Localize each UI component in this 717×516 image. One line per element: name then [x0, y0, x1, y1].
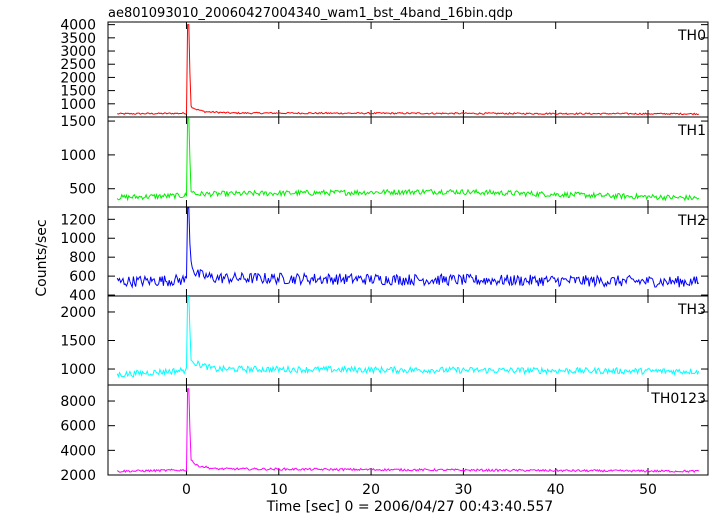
- series-line-th0123: [116, 388, 700, 474]
- x-tick-label: 20: [362, 482, 380, 498]
- x-tick-label: 50: [639, 482, 657, 498]
- series-line-th3: [116, 296, 700, 378]
- y-tick-label: 6000: [60, 419, 96, 435]
- y-tick-label: 500: [69, 182, 96, 198]
- panel-frame: [107, 21, 709, 118]
- x-axis: 0 10 20 30 40 50: [182, 482, 657, 498]
- y-tick-label: 1500: [60, 114, 96, 130]
- y-tick-label: 2000: [60, 468, 96, 484]
- panel-label: TH0: [677, 28, 706, 44]
- y-axis-label: Counts/sec: [34, 219, 50, 296]
- y-tick-label: 4000: [60, 443, 96, 459]
- panel-th3: 1000 1500 2000 TH3: [60, 295, 709, 386]
- y-tick-label: 600: [69, 269, 96, 285]
- panel-th0123: 2000 4000 6000 8000 TH0123: [60, 384, 709, 484]
- x-axis-label: Time [sec] 0 = 2006/04/27 00:43:40.557: [266, 499, 553, 515]
- series-line-th0: [117, 24, 699, 116]
- y-tick-label: 800: [69, 250, 96, 266]
- y-tick-label: 1000: [60, 97, 96, 113]
- y-tick-label: 1500: [60, 84, 96, 100]
- y-tick-label: 2500: [60, 57, 96, 73]
- panels: 1000150020002500300035004000TH0500100015…: [60, 18, 709, 484]
- series-line-th1: [116, 117, 700, 202]
- y-tick-label: 8000: [60, 394, 96, 410]
- y-tick-label: 4000: [60, 18, 96, 34]
- y-tick-label: 400: [69, 288, 96, 304]
- panel-label: TH1: [677, 123, 706, 139]
- y-tick-label: 3000: [60, 44, 96, 60]
- panel-label: TH0123: [650, 391, 706, 407]
- y-tick-label: 1000: [60, 148, 96, 164]
- panel-th2: 400 600 800 1000 1200 TH2: [60, 206, 709, 304]
- y-tick-label: 3500: [60, 31, 96, 47]
- y-tick-label: 1000: [60, 362, 96, 378]
- series-line-th2: [116, 207, 699, 289]
- x-tick-label: 0: [182, 482, 191, 498]
- y-tick-label: 2000: [60, 70, 96, 86]
- y-tick-label: 1500: [60, 334, 96, 350]
- panel-label: TH2: [677, 213, 706, 229]
- panel-label: TH3: [677, 302, 706, 318]
- x-tick-label: 30: [454, 482, 472, 498]
- y-tick-label: 1200: [60, 212, 96, 228]
- y-tick-label: 1000: [60, 231, 96, 247]
- x-tick-label: 40: [547, 482, 565, 498]
- x-tick-label: 10: [270, 482, 288, 498]
- y-tick-label: 2000: [60, 305, 96, 321]
- chart-title: ae801093010_20060427004340_wam1_bst_4ban…: [108, 6, 513, 21]
- panel-frame: [107, 384, 709, 476]
- panel-th1: 500 1000 1500 TH1: [60, 114, 709, 208]
